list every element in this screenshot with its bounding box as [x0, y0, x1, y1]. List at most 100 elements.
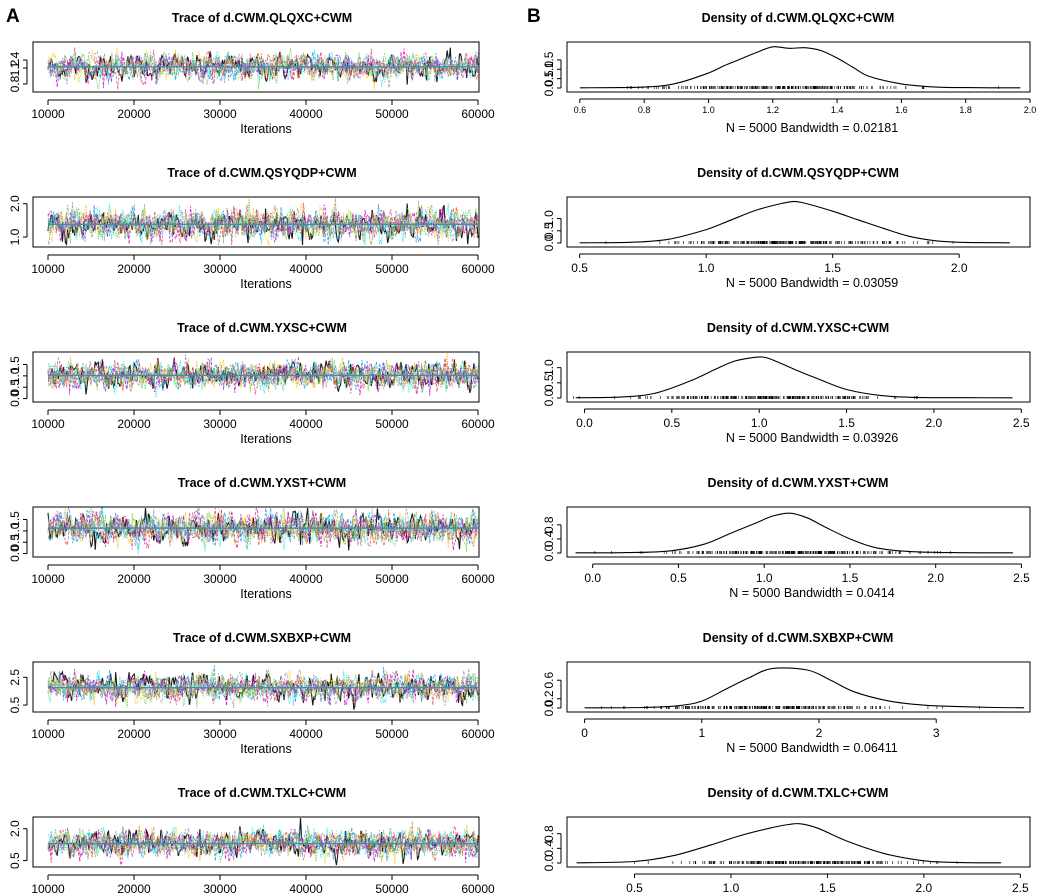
- trace-chain-line: [47, 358, 479, 393]
- density-stats-label: N = 5000 Bandwidth = 0.03059: [726, 276, 898, 290]
- density-stats-label: N = 5000 Bandwidth = 0.02181: [726, 121, 898, 135]
- x-tick-label: 30000: [203, 262, 237, 276]
- y-tick-label: 0.0: [542, 234, 556, 251]
- x-tick-label: 1.0: [723, 881, 740, 895]
- x-tick-label: 1: [698, 726, 705, 740]
- x-tick-label: 60000: [461, 417, 495, 431]
- density-title: Density of d.CWM.SXBXP+CWM: [703, 631, 894, 645]
- x-tick-label: 30000: [203, 882, 237, 896]
- density-curve: [579, 46, 1021, 89]
- x-tick-label: 20000: [117, 262, 151, 276]
- x-tick-label: 60000: [461, 572, 495, 586]
- y-tick-label: 0.0: [8, 390, 22, 407]
- y-tick-label: 0.4: [542, 530, 556, 547]
- trace-frame: [32, 196, 480, 248]
- trace-plot-5: Trace of d.CWM.SXBXP+CWM 10000 20000 30000 4…: [8, 631, 495, 756]
- density-title: Density of d.CWM.QLQXC+CWM: [702, 11, 895, 25]
- x-tick-label: 40000: [289, 572, 323, 586]
- x-tick-label: 0.0: [584, 571, 601, 585]
- y-tick-label: 2.5: [8, 669, 22, 686]
- panel-label-b: B: [527, 6, 541, 27]
- x-tick-label: 50000: [375, 107, 409, 121]
- x-tick-label: 2.0: [927, 571, 944, 585]
- x-tick-label: 60000: [461, 262, 495, 276]
- trace-frame: [32, 506, 480, 558]
- density-stats-label: N = 5000 Bandwidth = 0.0414: [729, 586, 894, 600]
- density-plot-5: Density of d.CWM.SXBXP+CWM 0 1 2 3 N = 5000 B…: [542, 631, 1031, 755]
- trace-plot-6: Trace of d.CWM.TXLC+CWM 10000 20000 30000 40…: [8, 786, 495, 896]
- density-title: Density of d.CWM.YXSC+CWM: [707, 321, 889, 335]
- density-curve: [576, 823, 1002, 864]
- density-stats-label: N = 5000 Bandwidth = 0.06411: [726, 741, 897, 755]
- y-tick-label: 1.5: [8, 511, 22, 528]
- trace-chain-line: [47, 507, 479, 550]
- x-tick-label: 1.5: [838, 416, 855, 430]
- trace-chain-line: [47, 204, 479, 246]
- x-tick-label: 20000: [117, 107, 151, 121]
- trace-chain-line: [47, 507, 479, 551]
- x-tick-label: 1.0: [751, 416, 768, 430]
- density-title: Density of d.CWM.QSYQDP+CWM: [697, 166, 899, 180]
- x-axis-title: Iterations: [240, 587, 291, 601]
- x-tick-label: 20000: [117, 572, 151, 586]
- trace-title: Trace of d.CWM.YXSC+CWM: [177, 321, 347, 335]
- x-tick-label: 50000: [375, 262, 409, 276]
- density-frame: [566, 816, 1031, 868]
- x-tick-label: 10000: [31, 572, 65, 586]
- y-tick-label: 2.0: [8, 820, 22, 837]
- x-tick-label: 40000: [289, 727, 323, 741]
- density-title: Density of d.CWM.YXST+CWM: [708, 476, 889, 490]
- panel-label-a: A: [6, 6, 20, 27]
- trace-title: Trace of d.CWM.QSYQDP+CWM: [167, 166, 356, 180]
- trace-frame: [32, 816, 480, 868]
- y-tick-label: 0.0: [542, 699, 556, 716]
- x-tick-label: 60000: [461, 727, 495, 741]
- trace-chain-line: [47, 50, 479, 89]
- x-tick-label: 1.6: [895, 105, 908, 115]
- density-curve: [584, 667, 1025, 709]
- trace-chain-line: [47, 198, 479, 244]
- x-tick-label: 30000: [203, 572, 237, 586]
- trace-frame: [32, 661, 480, 713]
- x-tick-label: 2.0: [951, 261, 968, 275]
- x-tick-label: 60000: [461, 107, 495, 121]
- x-tick-label: 1.5: [819, 881, 836, 895]
- trace-plot-1: Trace of d.CWM.QLQXC+CWM 10000 20000 30000 4…: [8, 11, 495, 136]
- y-tick-label: 0.5: [8, 534, 22, 551]
- density-frame: [566, 506, 1031, 558]
- x-tick-label: 60000: [461, 882, 495, 896]
- density-stats-label: N = 5000 Bandwidth = 0.03926: [726, 431, 898, 445]
- x-tick-label: 2.0: [1024, 105, 1037, 115]
- trace-title: Trace of d.CWM.YXST+CWM: [178, 476, 346, 490]
- y-tick-label: 0.5: [542, 70, 556, 87]
- y-tick-label: 0.0: [542, 854, 556, 871]
- x-axis-title: Iterations: [240, 432, 291, 446]
- x-tick-label: 20000: [117, 727, 151, 741]
- x-tick-label: 10000: [31, 882, 65, 896]
- y-tick-label: 1.4: [8, 51, 22, 68]
- trace-chain-line: [47, 204, 479, 244]
- x-tick-label: 2: [816, 726, 823, 740]
- x-tick-label: 10000: [31, 107, 65, 121]
- x-tick-label: 1.0: [756, 571, 773, 585]
- x-tick-label: 0.5: [663, 416, 680, 430]
- x-tick-label: 50000: [375, 417, 409, 431]
- x-tick-label: 2.0: [926, 416, 943, 430]
- trace-chain-line: [47, 670, 479, 707]
- trace-chain-line: [47, 820, 479, 861]
- density-plot-1: Density of d.CWM.QLQXC+CWM 0.6 0.8 1.0 1.2 1.…: [542, 11, 1036, 135]
- x-tick-label: 2.5: [1013, 416, 1030, 430]
- x-tick-label: 0.8: [638, 105, 651, 115]
- x-tick-label: 40000: [289, 107, 323, 121]
- x-tick-label: 30000: [203, 727, 237, 741]
- trace-plot-4: Trace of d.CWM.YXST+CWM 10000 20000 30000 40…: [8, 476, 495, 601]
- x-tick-label: 10000: [31, 417, 65, 431]
- x-tick-label: 0.5: [626, 881, 643, 895]
- y-tick-label: 0.5: [8, 379, 22, 396]
- x-axis-title: Iterations: [240, 277, 291, 291]
- y-tick-label: 1.0: [8, 228, 22, 245]
- x-tick-label: 3: [933, 726, 940, 740]
- x-tick-label: 1.2: [767, 105, 780, 115]
- y-tick-label: 0.0: [542, 544, 556, 561]
